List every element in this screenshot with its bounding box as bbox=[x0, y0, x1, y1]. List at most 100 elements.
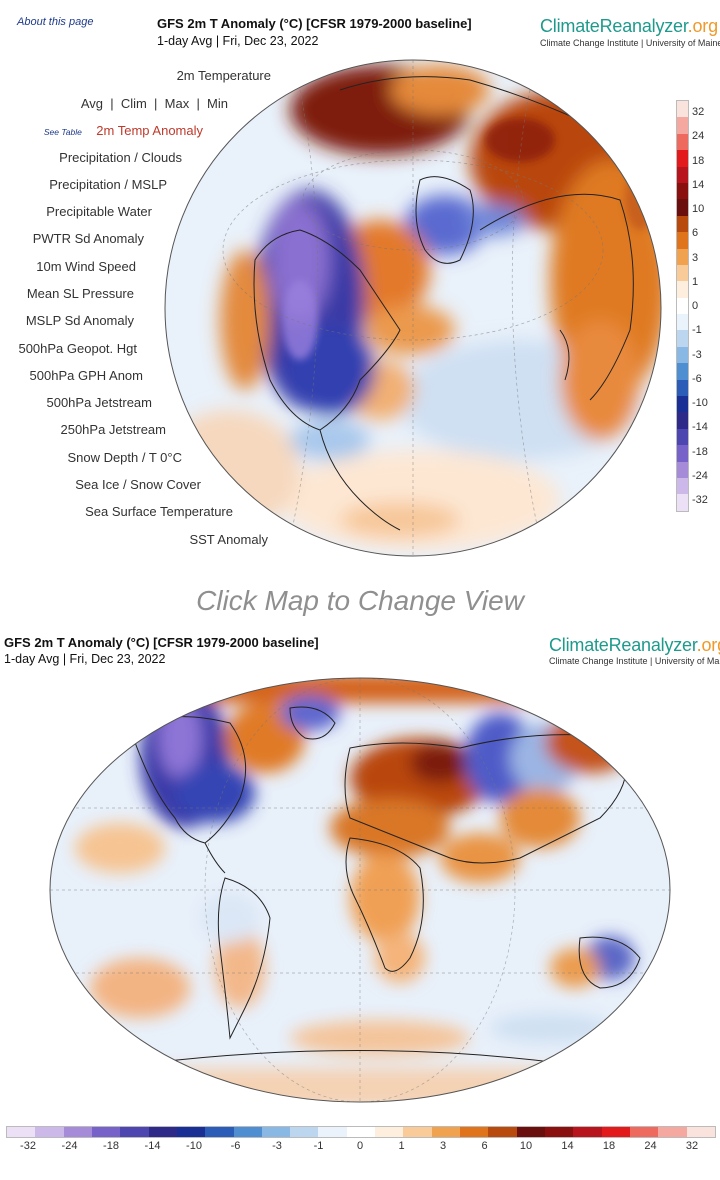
horizontal-scale-label: -18 bbox=[103, 1140, 119, 1152]
horizontal-scale-label: -6 bbox=[230, 1140, 241, 1152]
menu-item-10m-wind-speed[interactable]: 10m Wind Speed bbox=[36, 259, 136, 274]
menu-item-precipitable-water[interactable]: Precipitable Water bbox=[46, 204, 152, 219]
horizontal-scale-swatch bbox=[573, 1127, 602, 1137]
horizontal-scale-swatch bbox=[431, 1127, 460, 1137]
horizontal-scale-label: -32 bbox=[20, 1140, 36, 1152]
vertical-color-scale bbox=[676, 100, 689, 512]
horizontal-scale-swatch bbox=[148, 1127, 177, 1137]
bottom-logo-subtitle: Climate Change Institute | University of… bbox=[549, 656, 720, 666]
menu-item-pwtr-sd-anomaly[interactable]: PWTR Sd Anomaly bbox=[32, 231, 144, 246]
horizontal-scale-label: 3 bbox=[439, 1140, 447, 1152]
vertical-scale-swatch bbox=[677, 117, 688, 134]
vertical-scale-swatch bbox=[677, 182, 688, 200]
horizontal-scale-swatch bbox=[601, 1127, 630, 1137]
horizontal-scale-swatch bbox=[460, 1127, 489, 1137]
menu-item-2m-temp-anomaly-label: 2m Temp Anomaly bbox=[96, 123, 203, 138]
menu-item-precipitation-clouds[interactable]: Precipitation / Clouds bbox=[59, 150, 182, 165]
horizontal-scale-swatch bbox=[63, 1127, 92, 1137]
horizontal-scale-swatch bbox=[290, 1127, 319, 1137]
top-logo[interactable]: ClimateReanalyzer.org bbox=[540, 16, 718, 37]
vertical-scale-swatch bbox=[677, 297, 688, 315]
click-map-prompt: Click Map to Change View bbox=[196, 585, 524, 616]
horizontal-scale-swatch bbox=[686, 1127, 715, 1137]
vertical-scale-swatch bbox=[677, 412, 688, 429]
horizontal-scale-swatch bbox=[7, 1127, 36, 1137]
stat-avg[interactable]: Avg bbox=[80, 96, 103, 111]
orthographic-globe-map[interactable] bbox=[0, 0, 720, 580]
horizontal-scale-label: 14 bbox=[561, 1140, 574, 1152]
top-map-title: GFS 2m T Anomaly (°C) [CFSR 1979-2000 ba… bbox=[157, 16, 472, 31]
menu-item-2m-temp-anomaly[interactable]: See Table 2m Temp Anomaly bbox=[44, 123, 203, 138]
menu-item-snow-depth[interactable]: Snow Depth / T 0°C bbox=[67, 450, 182, 465]
vertical-scale-swatch bbox=[677, 494, 688, 511]
stat-clim[interactable]: Clim bbox=[120, 96, 147, 111]
horizontal-scale-label: 18 bbox=[602, 1140, 616, 1152]
horizontal-color-scale bbox=[6, 1126, 716, 1138]
vertical-scale-swatch bbox=[677, 101, 688, 118]
world-map[interactable] bbox=[0, 668, 720, 1108]
bottom-logo[interactable]: ClimateReanalyzer.org bbox=[549, 635, 720, 656]
menu-item-2m-temperature[interactable]: 2m Temperature bbox=[176, 68, 271, 83]
bottom-logo-tld: .org bbox=[696, 635, 720, 655]
vertical-scale-swatch bbox=[677, 215, 688, 233]
horizontal-scale-swatch bbox=[375, 1127, 404, 1137]
menu-item-precipitation-mslp[interactable]: Precipitation / MSLP bbox=[49, 177, 167, 192]
stat-min[interactable]: Min bbox=[207, 96, 228, 111]
top-logo-subtitle: Climate Change Institute | University of… bbox=[540, 38, 720, 48]
vertical-scale-swatch bbox=[677, 363, 688, 380]
vertical-scale-swatch bbox=[677, 461, 688, 478]
vertical-scale-swatch bbox=[677, 264, 688, 282]
horizontal-scale-label: 32 bbox=[685, 1140, 699, 1152]
horizontal-scale-label: 24 bbox=[644, 1140, 657, 1152]
about-page-link[interactable]: About this page bbox=[17, 16, 94, 28]
bottom-map-subtitle: 1-day Avg | Fri, Dec 23, 2022 bbox=[4, 652, 166, 666]
menu-item-mslp-sd-anomaly[interactable]: MSLP Sd Anomaly bbox=[25, 313, 134, 328]
see-table-link[interactable]: See Table bbox=[43, 127, 82, 137]
top-logo-main: ClimateReanalyzer bbox=[540, 16, 688, 36]
vertical-scale-swatch bbox=[677, 166, 688, 183]
menu-item-sea-surface-temperature[interactable]: Sea Surface Temperature bbox=[85, 504, 233, 519]
menu-item-500hpa-gph-anom[interactable]: 500hPa GPH Anom bbox=[29, 368, 143, 383]
horizontal-scale-label: 6 bbox=[481, 1140, 488, 1152]
vertical-scale-swatch bbox=[677, 150, 688, 167]
vertical-scale-swatch bbox=[677, 330, 688, 347]
menu-item-mean-sl-pressure[interactable]: Mean SL Pressure bbox=[26, 286, 134, 301]
horizontal-scale-swatch bbox=[120, 1127, 149, 1137]
horizontal-scale-label: -24 bbox=[61, 1140, 78, 1152]
horizontal-scale-swatch bbox=[261, 1127, 291, 1137]
horizontal-scale-swatch bbox=[346, 1127, 376, 1137]
top-logo-tld: .org bbox=[687, 16, 718, 36]
bottom-logo-main: ClimateReanalyzer bbox=[549, 635, 697, 655]
horizontal-scale-swatch bbox=[318, 1127, 347, 1137]
vertical-scale-swatch bbox=[677, 199, 688, 216]
horizontal-scale-label: 1 bbox=[398, 1140, 405, 1152]
horizontal-scale-label: 0 bbox=[356, 1140, 364, 1152]
horizontal-scale-swatch bbox=[176, 1127, 206, 1137]
horizontal-scale-swatch bbox=[629, 1127, 659, 1137]
horizontal-scale-swatch bbox=[516, 1127, 545, 1137]
vertical-scale-swatch bbox=[677, 281, 688, 298]
horizontal-scale-swatch bbox=[35, 1127, 64, 1137]
horizontal-scale-swatch bbox=[91, 1127, 121, 1137]
menu-item-250hpa-jetstream[interactable]: 250hPa Jetstream bbox=[60, 422, 166, 437]
menu-item-500hpa-jetstream[interactable]: 500hPa Jetstream bbox=[46, 395, 152, 410]
vertical-scale-swatch bbox=[677, 477, 688, 495]
vertical-scale-swatch bbox=[677, 133, 688, 151]
horizontal-scale-swatch bbox=[488, 1127, 517, 1137]
vertical-scale-swatch bbox=[677, 396, 688, 413]
menu-item-sst-anomaly[interactable]: SST Anomaly bbox=[189, 532, 268, 547]
horizontal-scale-swatch bbox=[233, 1127, 262, 1137]
vertical-scale-swatch bbox=[677, 445, 688, 462]
horizontal-scale-label: -14 bbox=[144, 1140, 161, 1152]
menu-item-500hpa-geopot-hgt[interactable]: 500hPa Geopot. Hgt bbox=[18, 341, 137, 356]
menu-stats-row: Avg | Clim | Max | Min bbox=[80, 96, 228, 111]
menu-item-sea-ice-snow-cover[interactable]: Sea Ice / Snow Cover bbox=[75, 477, 201, 492]
horizontal-scale-label: -10 bbox=[186, 1140, 202, 1152]
vertical-scale-swatch bbox=[677, 248, 688, 265]
vertical-scale-swatch bbox=[677, 346, 688, 364]
variable-menu: 2m Temperature Avg | Clim | Max | Min Se… bbox=[0, 66, 271, 556]
vertical-scale-swatch bbox=[677, 314, 688, 331]
stat-max[interactable]: Max bbox=[164, 96, 190, 111]
horizontal-scale-label: -3 bbox=[272, 1140, 282, 1152]
horizontal-scale-label: 10 bbox=[519, 1140, 533, 1152]
